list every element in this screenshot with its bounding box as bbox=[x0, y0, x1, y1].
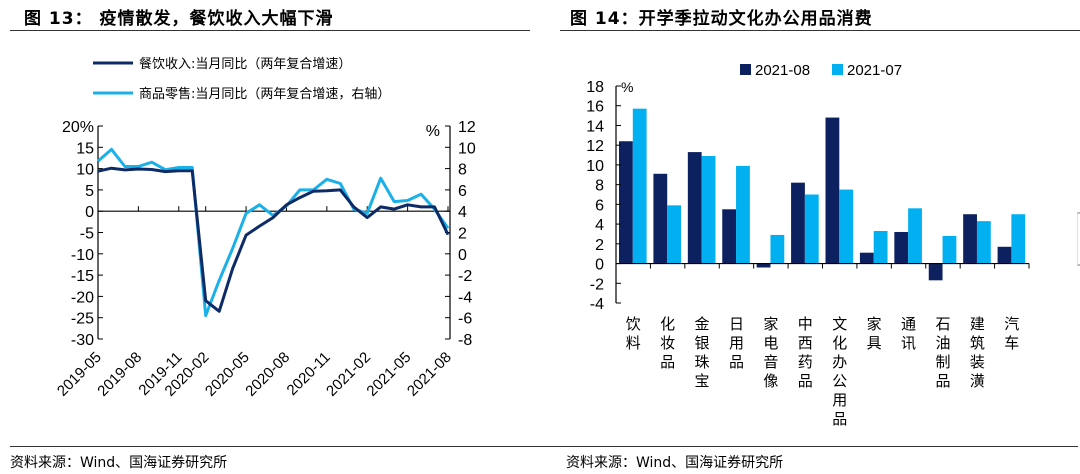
y-tick-label: -4 bbox=[590, 296, 604, 313]
bar-2021-07 bbox=[804, 194, 819, 264]
left-y-tick-label: -20 bbox=[71, 289, 94, 306]
left-title-rule bbox=[10, 30, 530, 31]
legend-label-2021-07: 2021-07 bbox=[847, 62, 902, 79]
left-figure-title: 图 13： 疫情散发，餐饮收入大幅下滑 bbox=[24, 9, 334, 29]
bar-chart: 2021-08 2021-07 18 16 14 12 10 8 6 4 2 0 -2 -4% 饮料 化妆品… bbox=[586, 62, 1030, 428]
legend-swatch-2021-08 bbox=[740, 64, 751, 75]
bar-2021-07 bbox=[701, 156, 716, 264]
y-tick-label: 14 bbox=[586, 118, 604, 135]
x-category-label: 通讯 bbox=[901, 315, 916, 352]
bar-2021-08 bbox=[928, 263, 943, 281]
bar-2021-07 bbox=[942, 235, 957, 264]
x-category-label: 饮料 bbox=[626, 315, 641, 352]
x-category-label: 家具 bbox=[867, 315, 882, 352]
line-chart-legend: 餐饮收入:当月同比（两年复合增速） 商品零售:当月同比（两年复合增速，右轴） bbox=[93, 56, 390, 102]
right-y-unit-label: % bbox=[426, 123, 440, 140]
y-tick-label: 12 bbox=[586, 138, 604, 155]
bar-2021-08 bbox=[653, 173, 668, 264]
bar-2021-07 bbox=[908, 208, 922, 264]
left-y-tick-label: 0 bbox=[85, 204, 94, 221]
x-category-label: 石油制品 bbox=[935, 315, 950, 390]
right-source-note: 资料来源：Wind、国海证券研究所 bbox=[566, 455, 784, 471]
left-y-tick-label: -15 bbox=[71, 268, 94, 285]
bar-2021-07 bbox=[667, 205, 682, 264]
legend-label-2: 商品零售:当月同比（两年复合增速，右轴） bbox=[139, 86, 390, 102]
y-tick-label: 2 bbox=[595, 237, 604, 254]
scrollbar[interactable] bbox=[1077, 212, 1080, 266]
bar-2021-08 bbox=[997, 246, 1012, 264]
bar-2021-07 bbox=[632, 108, 647, 264]
bar-2021-08 bbox=[894, 231, 909, 264]
catering-revenue-line bbox=[97, 166, 450, 313]
bar-2021-08 bbox=[791, 182, 805, 264]
bar-chart-bars bbox=[619, 108, 1026, 281]
right-title-rule bbox=[560, 30, 1080, 31]
y-tick-label: 8 bbox=[595, 178, 604, 195]
right-y-tick-label: 6 bbox=[458, 183, 467, 200]
bar-2021-07 bbox=[839, 189, 854, 264]
y-tick-label: 10 bbox=[586, 158, 604, 175]
left-y-tick-label: 5 bbox=[85, 183, 94, 200]
bar-2021-07 bbox=[976, 221, 991, 264]
y-tick-label: 16 bbox=[586, 99, 604, 116]
left-y-tick-label: -5 bbox=[80, 226, 94, 243]
bar-2021-08 bbox=[859, 252, 874, 264]
right-y-tick-label: 0 bbox=[458, 247, 467, 264]
left-y-tick-label: 20% bbox=[62, 119, 94, 136]
retail-sales-line bbox=[97, 147, 450, 318]
bar-chart-axes: 18 16 14 12 10 8 6 4 2 0 -2 -4% 饮料 化妆品 金银珠宝 日用品 家电音像 中西药品… bbox=[586, 79, 1030, 428]
x-category-label: 中西药品 bbox=[798, 315, 813, 390]
right-y-tick-label: -6 bbox=[458, 311, 472, 328]
bar-2021-07 bbox=[873, 230, 888, 264]
line-chart: 餐饮收入:当月同比（两年复合增速）商品零售:当月同比（两年复合增速，右轴） 20… bbox=[54, 56, 476, 400]
right-y-tick-label: -2 bbox=[458, 268, 472, 285]
right-y-tick-label: -4 bbox=[458, 289, 472, 306]
bar-2021-08 bbox=[756, 263, 771, 268]
left-source-note: 资料来源：Wind、国海证券研究所 bbox=[10, 455, 228, 471]
y-tick-label: 6 bbox=[595, 197, 604, 214]
bar-2021-08 bbox=[722, 209, 737, 264]
right-y-tick-label: 2 bbox=[458, 226, 467, 243]
bar-2021-08 bbox=[825, 117, 840, 264]
bar-2021-08 bbox=[963, 214, 977, 264]
left-y-tick-label: -30 bbox=[71, 332, 94, 349]
x-category-label: 文化办公用品 bbox=[832, 315, 847, 428]
bar-2021-08 bbox=[619, 141, 633, 264]
bar-2021-07 bbox=[736, 165, 750, 264]
right-y-tick-label: 4 bbox=[458, 204, 467, 221]
bar-2021-08 bbox=[687, 152, 702, 264]
line-chart-lines bbox=[97, 147, 450, 318]
x-category-label: 汽车 bbox=[1004, 315, 1019, 352]
x-category-label: 化妆品 bbox=[660, 315, 675, 371]
right-y-tick-label: 8 bbox=[458, 162, 467, 179]
legend-label-2021-08: 2021-08 bbox=[755, 62, 810, 79]
legend-label-1: 餐饮收入:当月同比（两年复合增速） bbox=[139, 56, 351, 72]
left-y-tick-label: -10 bbox=[71, 247, 94, 264]
bar-chart-legend: 2021-08 2021-07 bbox=[740, 62, 902, 79]
y-tick-label: 4 bbox=[595, 217, 604, 234]
y-tick-label: 18 bbox=[586, 79, 604, 96]
source-rule bbox=[10, 446, 1078, 447]
legend-swatch-2021-07 bbox=[832, 64, 843, 75]
left-y-tick-label: -25 bbox=[71, 311, 94, 328]
right-y-tick-label: -8 bbox=[458, 332, 472, 349]
right-y-tick-label: 10 bbox=[458, 140, 476, 157]
bar-2021-07 bbox=[1011, 214, 1026, 264]
y-unit-label: % bbox=[621, 79, 633, 95]
x-category-label: 日用品 bbox=[729, 315, 744, 371]
bar-2021-07 bbox=[770, 234, 785, 264]
x-category-label: 建筑装潢 bbox=[970, 315, 985, 390]
left-y-tick-label: 10 bbox=[76, 162, 94, 179]
x-category-label: 金银珠宝 bbox=[695, 315, 710, 390]
right-figure-title: 图 14：开学季拉动文化办公用品消费 bbox=[570, 9, 873, 29]
right-y-tick-label: 12 bbox=[458, 119, 476, 136]
x-category-label: 家电音像 bbox=[763, 315, 778, 390]
left-y-tick-label: 15 bbox=[76, 140, 94, 157]
y-tick-label: -2 bbox=[590, 276, 604, 293]
y-tick-label: 0 bbox=[595, 257, 604, 274]
